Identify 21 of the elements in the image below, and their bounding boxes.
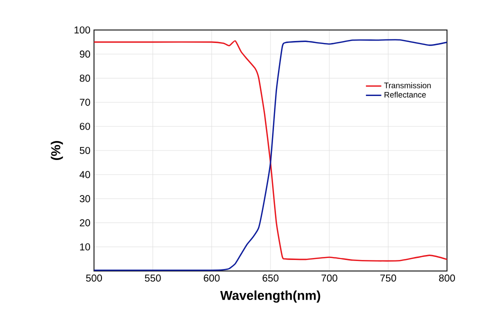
y-tick-label: 50 bbox=[80, 146, 90, 154]
x-tick-label: 750 bbox=[380, 274, 396, 282]
x-tick-label: 500 bbox=[86, 274, 102, 282]
x-tick-label: 800 bbox=[439, 274, 455, 282]
legend-label: Transmission bbox=[384, 82, 431, 88]
y-tick-label: 100 bbox=[74, 26, 90, 34]
x-tick-label: 550 bbox=[144, 274, 161, 282]
x-tick-label: 600 bbox=[204, 274, 220, 282]
y-tick-label: 30 bbox=[80, 195, 90, 202]
x-axis-title: Wavelength(nm) bbox=[220, 290, 320, 303]
y-tick-label: 10 bbox=[80, 243, 90, 250]
x-tick-label: 650 bbox=[262, 274, 278, 282]
y-tick-label: 70 bbox=[80, 98, 90, 106]
y-axis-title: (%) bbox=[50, 141, 63, 160]
y-tick-label: 20 bbox=[80, 219, 90, 226]
y-tick-label: 60 bbox=[80, 122, 90, 130]
y-tick-label: 80 bbox=[80, 74, 90, 82]
x-tick-label: 700 bbox=[322, 274, 338, 282]
legend-label: Reflectance bbox=[384, 92, 426, 98]
y-tick-label: 40 bbox=[80, 171, 90, 178]
y-tick-label: 90 bbox=[80, 50, 90, 58]
